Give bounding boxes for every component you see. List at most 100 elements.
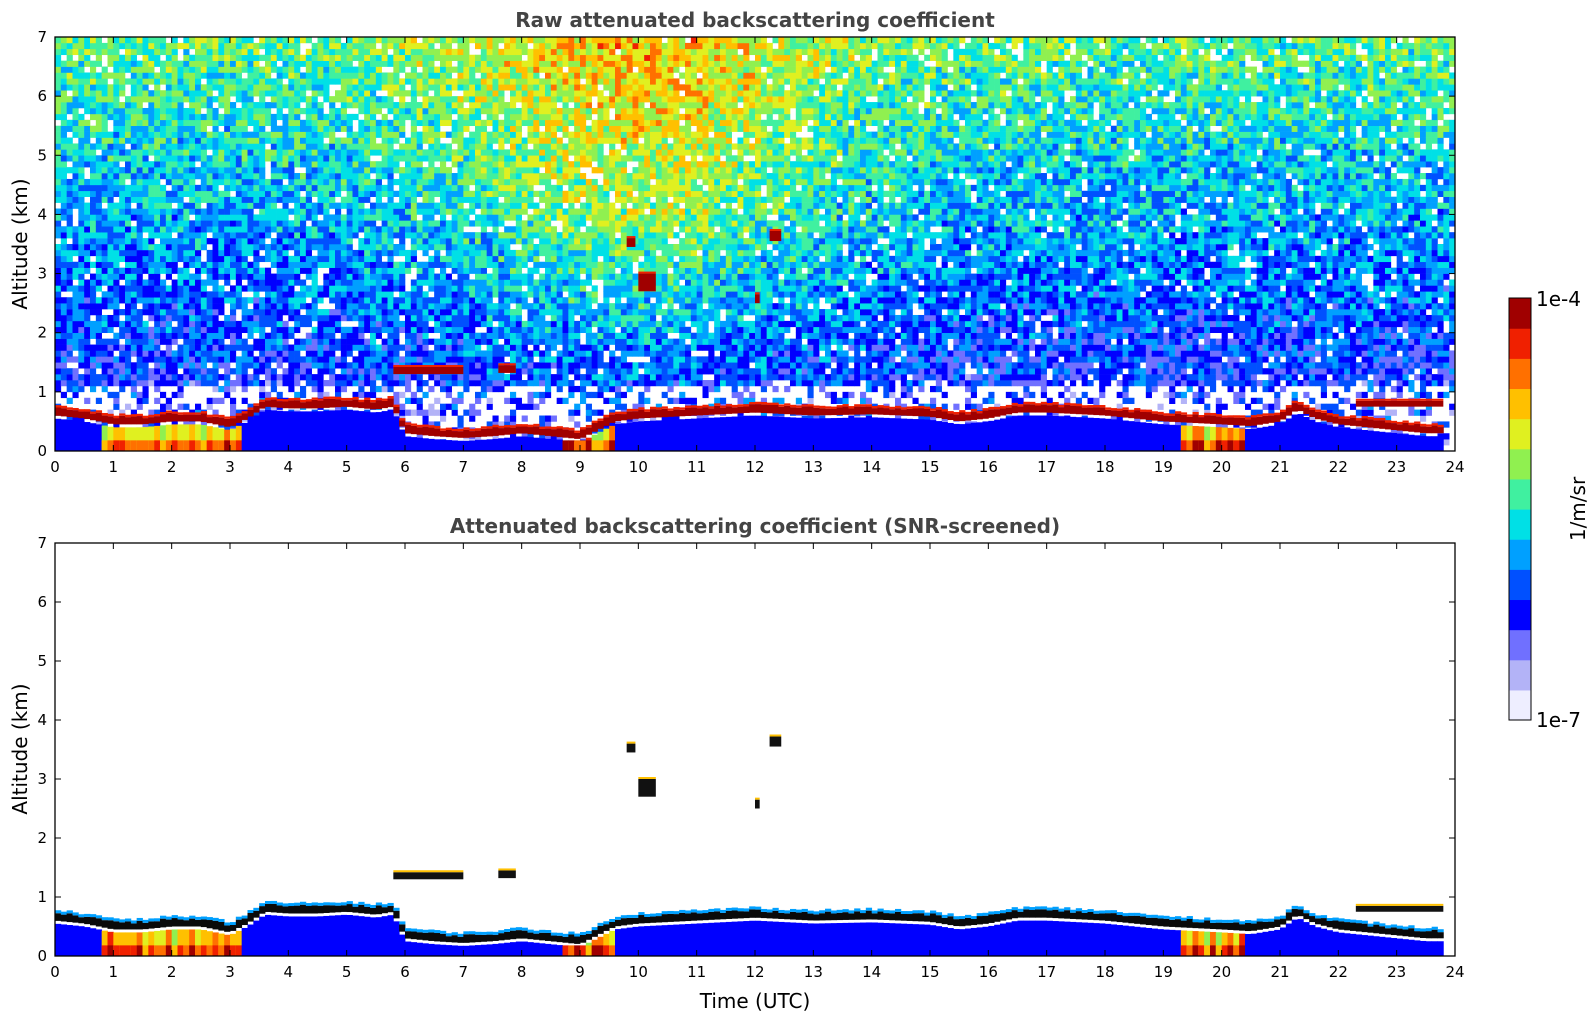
noise-cell: [90, 380, 97, 387]
noise-cell: [101, 232, 108, 239]
noise-cell: [200, 303, 207, 310]
noise-cell: [416, 131, 423, 138]
noise-cell: [527, 190, 534, 197]
noise-cell: [463, 309, 470, 316]
noise-cell: [125, 362, 132, 369]
noise-cell: [399, 190, 406, 197]
noise-cell: [405, 107, 412, 115]
noise-cell: [533, 66, 540, 73]
noise-cell: [399, 403, 406, 410]
noise-cell: [253, 202, 260, 209]
noise-cell: [387, 173, 394, 180]
noise-cell: [235, 196, 242, 203]
noise-cell: [428, 350, 435, 357]
noise-cell: [457, 291, 464, 298]
noise-cell: [154, 368, 161, 375]
noise-cell: [533, 131, 540, 138]
noise-cell: [78, 261, 85, 268]
noise-cell: [375, 356, 382, 363]
noise-cell: [346, 155, 353, 162]
noise-cell: [230, 285, 237, 292]
noise-cell: [247, 196, 254, 203]
noise-cell: [533, 350, 540, 357]
noise-cell: [95, 90, 102, 97]
noise-cell: [498, 385, 505, 393]
noise-cell: [119, 125, 126, 132]
noise-cell: [78, 309, 85, 316]
noise-cell: [457, 143, 464, 150]
noise-cell: [218, 48, 225, 56]
noise-cell: [434, 320, 441, 328]
noise-cell: [136, 238, 143, 245]
noise-cell: [165, 178, 172, 186]
noise-cell: [475, 320, 482, 328]
noise-cell: [72, 119, 79, 127]
noise-cell: [270, 184, 277, 192]
noise-cell: [457, 297, 464, 304]
noise-cell: [72, 72, 79, 79]
noise-cell: [84, 380, 91, 387]
noise-cell: [183, 161, 190, 168]
noise-cell: [206, 238, 213, 245]
noise-cell: [200, 102, 207, 109]
noise-cell: [171, 173, 178, 180]
noise-cell: [154, 291, 161, 298]
noise-cell: [90, 167, 97, 174]
noise-cell: [189, 238, 196, 245]
noise-cell: [329, 368, 336, 375]
noise-cell: [539, 415, 546, 422]
noise-cell: [346, 374, 353, 381]
noise-cell: [235, 90, 242, 97]
noise-cell: [136, 113, 143, 121]
noise-cell: [422, 267, 429, 274]
noise-cell: [235, 119, 242, 127]
noise-cell: [282, 238, 289, 245]
noise-cell: [171, 137, 178, 144]
noise-cell: [346, 338, 353, 345]
noise-cell: [230, 48, 237, 56]
noise-cell: [498, 249, 505, 257]
noise-cell: [136, 119, 143, 127]
noise-cell: [78, 173, 85, 180]
noise-cell: [504, 332, 511, 339]
noise-cell: [498, 137, 505, 144]
noise-cell: [323, 90, 330, 97]
noise-cell: [142, 291, 149, 298]
noise-cell: [440, 261, 447, 268]
noise-cell: [364, 362, 371, 369]
noise-cell: [445, 332, 452, 339]
noise-cell: [480, 90, 487, 97]
noise-cell: [288, 161, 295, 168]
noise-cell: [212, 255, 219, 263]
noise-cell: [55, 167, 62, 174]
noise-cell: [282, 102, 289, 109]
noise-cell: [78, 220, 85, 227]
noise-cell: [241, 173, 248, 180]
noise-cell: [317, 190, 324, 197]
noise-cell: [265, 102, 272, 109]
noise-cell: [422, 72, 429, 79]
noise-cell: [270, 155, 277, 162]
noise-cell: [457, 220, 464, 227]
noise-cell: [60, 356, 67, 363]
noise-cell: [381, 143, 388, 150]
noise-cell: [288, 167, 295, 174]
noise-cell: [346, 125, 353, 132]
noise-cell: [165, 261, 172, 268]
noise-cell: [457, 314, 464, 322]
noise-cell: [189, 155, 196, 162]
noise-cell: [457, 309, 464, 316]
noise-cell: [136, 96, 143, 103]
noise-cell: [72, 37, 79, 44]
noise-cell: [183, 107, 190, 115]
noise-cell: [300, 362, 307, 369]
noise-cell: [515, 60, 522, 67]
noise-cell: [148, 48, 155, 56]
noise-cell: [142, 385, 149, 393]
noise-cell: [480, 137, 487, 144]
noise-cell: [66, 220, 73, 227]
noise-cell: [78, 48, 85, 56]
noise-cell: [224, 78, 231, 85]
noise-cell: [165, 291, 172, 298]
noise-cell: [224, 37, 231, 44]
